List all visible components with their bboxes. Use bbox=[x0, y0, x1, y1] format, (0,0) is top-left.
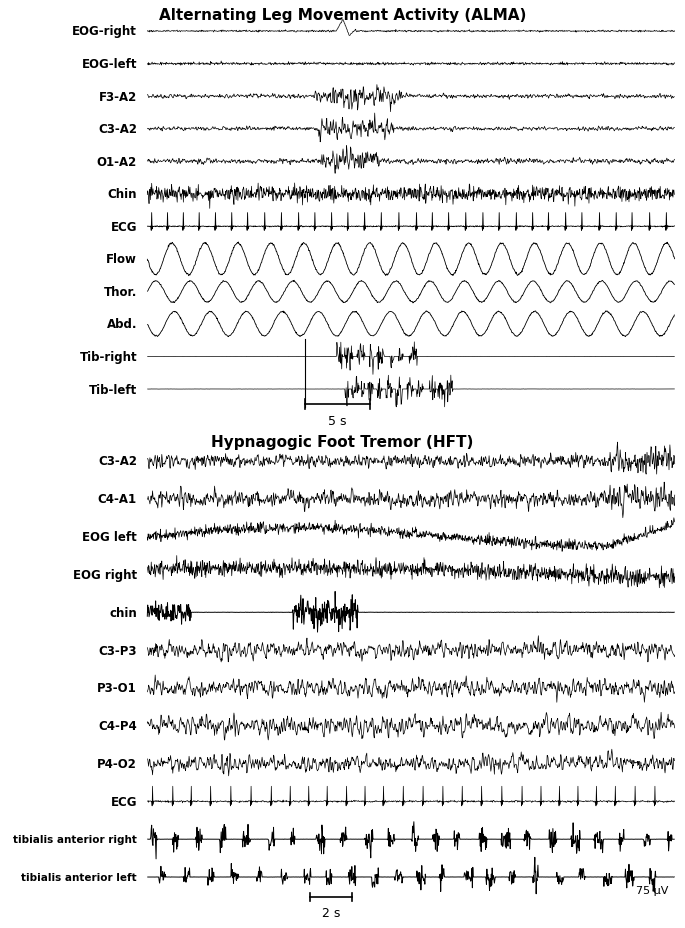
Text: F3-A2: F3-A2 bbox=[99, 91, 137, 104]
Text: Tib-right: Tib-right bbox=[79, 351, 137, 364]
Text: tibialis anterior left: tibialis anterior left bbox=[21, 872, 137, 882]
Text: Hypnagogic Foot Tremor (HFT): Hypnagogic Foot Tremor (HFT) bbox=[211, 434, 474, 449]
Text: P4-O2: P4-O2 bbox=[97, 757, 137, 770]
Text: 75 μV: 75 μV bbox=[636, 884, 668, 895]
Text: tibialis anterior right: tibialis anterior right bbox=[13, 834, 137, 844]
Text: ECG: ECG bbox=[110, 221, 137, 234]
Text: ECG: ECG bbox=[110, 795, 137, 808]
Text: C4-P4: C4-P4 bbox=[98, 719, 137, 732]
Text: EOG right: EOG right bbox=[73, 568, 137, 581]
Text: chin: chin bbox=[109, 606, 137, 619]
Text: Abd.: Abd. bbox=[106, 318, 137, 331]
Text: EOG left: EOG left bbox=[82, 531, 137, 544]
Text: Chin: Chin bbox=[108, 188, 137, 201]
Text: P3-O1: P3-O1 bbox=[97, 682, 137, 695]
Text: C3-P3: C3-P3 bbox=[99, 644, 137, 657]
Text: Thor.: Thor. bbox=[103, 286, 137, 299]
Text: Alternating Leg Movement Activity (ALMA): Alternating Leg Movement Activity (ALMA) bbox=[159, 8, 526, 23]
Text: EOG-right: EOG-right bbox=[72, 25, 137, 38]
Text: Flow: Flow bbox=[106, 253, 137, 266]
Text: 2 s: 2 s bbox=[322, 906, 340, 919]
Text: C4-A1: C4-A1 bbox=[98, 493, 137, 506]
Text: 5 s: 5 s bbox=[328, 414, 347, 427]
Text: O1-A2: O1-A2 bbox=[97, 156, 137, 169]
Text: Tib-left: Tib-left bbox=[89, 383, 137, 396]
Text: C3-A2: C3-A2 bbox=[98, 123, 137, 136]
Text: EOG-left: EOG-left bbox=[82, 58, 137, 71]
Text: C3-A2: C3-A2 bbox=[98, 455, 137, 468]
